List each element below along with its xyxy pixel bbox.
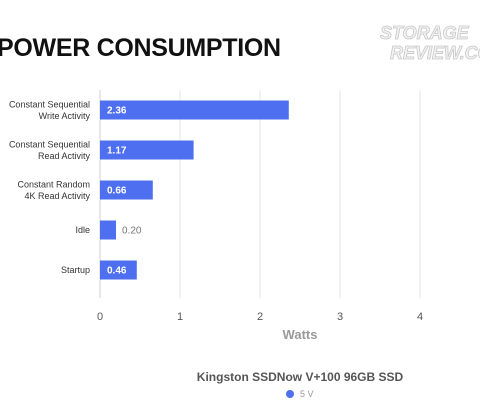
bar[interactable] <box>100 180 153 200</box>
legend-label: 5 V <box>300 389 314 399</box>
x-tick-label: 3 <box>337 311 343 323</box>
gridlines <box>99 90 421 298</box>
chart-title: POWER CONSUMPTION <box>0 34 281 62</box>
bar[interactable] <box>100 220 116 240</box>
legend-title: Kingston SSDNow V+100 96GB SSD <box>196 370 404 384</box>
data-label: 1.17 <box>107 146 127 157</box>
category-label: Constant Sequential <box>9 139 90 149</box>
category-labels: Constant Sequential Write Activity Constan… <box>9 99 91 275</box>
data-label: 0.46 <box>107 266 127 277</box>
category-label: 4K Read Activity <box>24 191 90 201</box>
x-tick-label: 1 <box>177 311 183 323</box>
bar[interactable] <box>100 100 289 120</box>
x-tick-label: 4 <box>417 311 423 323</box>
data-label: 2.36 <box>107 106 127 117</box>
category-label: Write Activity <box>39 111 91 121</box>
bar[interactable] <box>100 260 137 280</box>
x-tick-label: 2 <box>257 311 263 323</box>
bars <box>100 100 289 280</box>
x-tick-label: 0 <box>97 311 103 323</box>
svg-text:STORAGE: STORAGE <box>380 23 470 43</box>
bar[interactable] <box>100 140 194 160</box>
svg-text:REVIEW.COM: REVIEW.COM <box>390 43 480 63</box>
category-label: Idle <box>75 225 90 235</box>
x-tick-labels: 0 1 2 3 4 <box>97 311 423 323</box>
category-label: Constant Sequential <box>9 99 90 109</box>
category-label: Read Activity <box>38 151 91 161</box>
category-label: Startup <box>61 265 90 275</box>
legend-item-5v[interactable]: 5 V <box>286 389 314 399</box>
x-axis-title: Watts <box>283 327 318 342</box>
category-label: Constant Random <box>17 179 90 189</box>
data-label: 0.20 <box>122 226 142 237</box>
legend-marker <box>286 390 294 398</box>
data-labels: 2.36 1.17 0.66 0.20 0.46 <box>107 106 142 277</box>
storagereview-logo-watermark: STORAGE REVIEW.COM <box>380 23 480 64</box>
data-label: 0.66 <box>107 186 127 197</box>
